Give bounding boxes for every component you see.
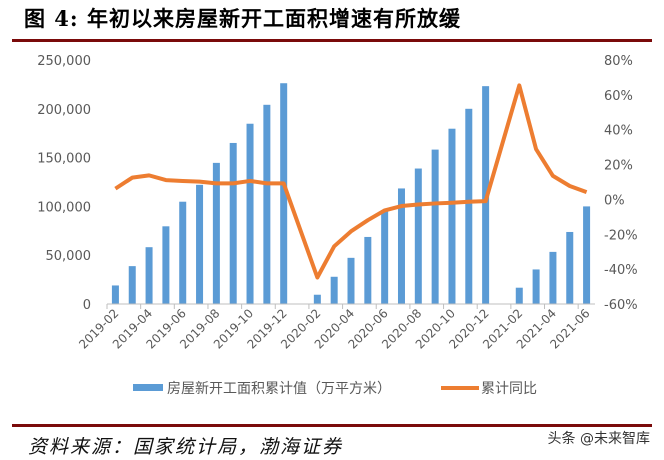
bar bbox=[381, 210, 389, 304]
left-axis-tick-label: 250,000 bbox=[37, 54, 91, 69]
bar bbox=[162, 226, 170, 304]
figure-title: 图 4: 年初以来房屋新开工面积增速有所放缓 bbox=[24, 6, 461, 31]
right-axis-tick-label: -20% bbox=[604, 228, 638, 243]
right-axis-tick-label: -40% bbox=[604, 263, 638, 278]
left-axis-tick-label: 150,000 bbox=[37, 152, 91, 167]
right-axis-tick-label: 80% bbox=[604, 54, 633, 69]
bar bbox=[212, 162, 220, 304]
bar bbox=[111, 285, 119, 304]
bar bbox=[330, 276, 338, 304]
bar bbox=[179, 201, 187, 304]
bar bbox=[313, 294, 321, 304]
bar bbox=[549, 251, 557, 304]
right-axis-tick-label: 20% bbox=[604, 159, 633, 174]
bar bbox=[431, 149, 439, 304]
legend-swatch-line bbox=[441, 386, 479, 390]
left-axis-tick-label: 50,000 bbox=[46, 249, 92, 264]
bar bbox=[448, 128, 456, 304]
bar bbox=[532, 269, 540, 304]
left-axis-tick-label: 0 bbox=[83, 298, 91, 313]
left-axis-tick-label: 100,000 bbox=[37, 200, 91, 215]
bar bbox=[566, 231, 574, 304]
right-axis-tick-label: -60% bbox=[604, 298, 638, 313]
bar bbox=[196, 184, 204, 304]
chart: 0 50,000 100,000 150,000 200,000 250,000 -60% -… bbox=[37, 54, 638, 397]
bar bbox=[347, 257, 355, 304]
bar bbox=[263, 104, 271, 304]
left-axis-tick-label: 200,000 bbox=[37, 103, 91, 118]
bottom-rule bbox=[12, 424, 652, 427]
bar bbox=[397, 188, 405, 304]
legend-label-line: 累计同比 bbox=[481, 381, 537, 397]
bar bbox=[583, 206, 591, 304]
bar bbox=[280, 83, 288, 305]
watermark: 头条 @未来智库 bbox=[547, 431, 650, 447]
bar bbox=[246, 123, 254, 304]
bar bbox=[229, 142, 237, 304]
top-rule bbox=[12, 39, 652, 42]
source-note: 资料来源：国家统计局，渤海证券 bbox=[28, 436, 344, 458]
bar bbox=[414, 168, 422, 304]
legend-swatch-bar bbox=[133, 384, 163, 391]
bar bbox=[515, 287, 523, 304]
bar bbox=[465, 108, 473, 304]
bar bbox=[128, 266, 136, 304]
yoy-line bbox=[114, 83, 588, 280]
bar bbox=[145, 247, 153, 304]
right-axis-tick-label: 60% bbox=[604, 89, 633, 104]
legend-label-bar: 房屋新开工面积累计值（万平方米） bbox=[167, 381, 391, 397]
right-axis-tick-label: 0% bbox=[604, 193, 625, 208]
bar bbox=[364, 236, 372, 304]
right-axis-tick-label: 40% bbox=[604, 124, 633, 139]
